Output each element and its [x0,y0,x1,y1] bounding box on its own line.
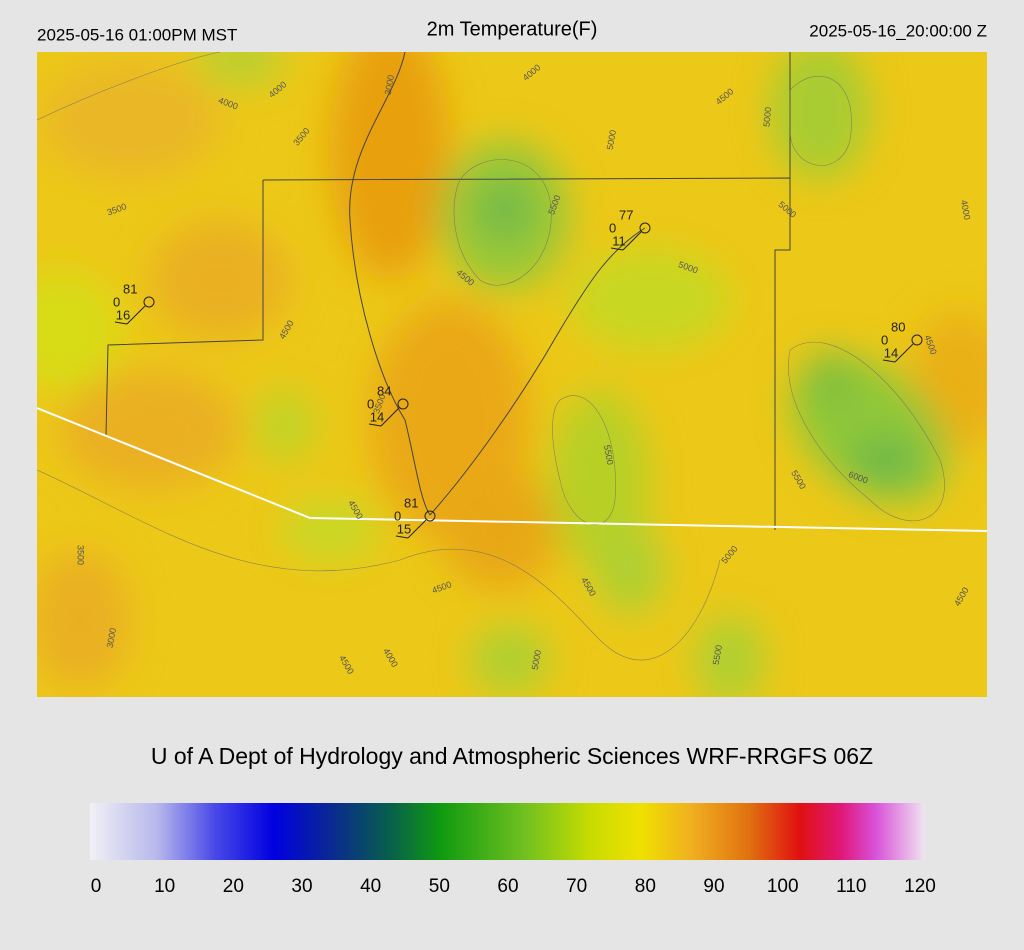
wind-barb [407,519,427,539]
colorbar-tick-label: 10 [154,876,175,897]
station-left-value: 0 [881,332,888,347]
station-circle [143,296,155,308]
colorbar-tick-label: 40 [360,876,381,897]
station-circle [639,222,651,234]
contour-label: 5500 [711,644,724,665]
contour-label: 5500 [602,444,615,465]
wind-barb [894,343,914,363]
colorbar-tick-label: 110 [836,876,866,897]
contour-label: 5000 [762,107,774,128]
wind-barb [622,231,642,251]
station-circle [911,334,923,346]
station-temperature: 81 [123,281,137,296]
station-bottom-value: 16 [116,307,130,322]
station-bottom-value: 11 [612,233,626,248]
colorbar-tick-label: 30 [291,876,312,897]
contour-label: 3000 [383,74,396,95]
colorbar-tick-label: 50 [429,876,450,897]
valid-time-local: 2025-05-16 01:00PM MST [37,25,237,44]
footer-credit: U of A Dept of Hydrology and Atmospheric… [151,743,873,769]
station-temperature: 84 [377,383,391,398]
station-circle [424,510,436,522]
colorbar-tick-label: 20 [223,876,244,897]
wind-barb [126,305,146,325]
station-left-value: 0 [367,396,374,411]
contour-label: 5000 [605,129,618,150]
station-bottom-value: 15 [397,521,411,536]
colorbar [90,803,925,860]
temperature-field [37,52,987,697]
borders [105,52,791,530]
wind-barb-tick [368,423,382,427]
valid-time-utc: 2025-05-16_20:00:00 Z [809,21,987,40]
colorbar-tick-label: 120 [904,876,936,897]
map-title: 2m Temperature(F) [427,18,598,40]
station-bottom-value: 14 [884,345,898,360]
contour-label: 3000 [105,627,118,648]
colorbar-tick-label: 100 [767,876,799,897]
boundary-line [37,407,987,532]
station-left-value: 0 [394,508,401,523]
station-left-value: 0 [113,294,120,309]
station-circle [397,398,409,410]
colorbar-ticks: 0 10 20 30 40 50 60 70 80 90 100 110 120 [91,876,936,897]
colorbar-tick-label: 0 [91,876,102,897]
colorbar-tick-label: 60 [497,876,518,897]
contour-label: 3500 [76,545,86,565]
contour-label: 5000 [530,649,543,670]
station-temperature: 80 [891,319,905,334]
wind-barb-tick [610,247,624,251]
wind-barb-tick [882,359,896,363]
station-temperature: 81 [404,495,418,510]
colorbar-tick-label: 70 [566,876,587,897]
contour-lines [37,52,945,661]
station-bottom-value: 14 [370,409,384,424]
colorbar-tick-label: 90 [703,876,724,897]
wind-barb-tick [114,321,128,325]
colorbar-tick-label: 80 [635,876,656,897]
station-temperature: 77 [619,207,633,222]
wind-barb [380,407,400,427]
wind-barb-tick [395,535,409,539]
contour-label: 4000 [959,199,972,220]
station-left-value: 0 [609,220,616,235]
